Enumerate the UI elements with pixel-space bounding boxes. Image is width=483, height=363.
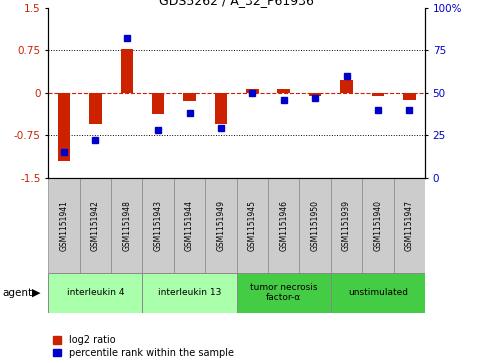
Bar — [205, 178, 237, 273]
Text: GSM1151948: GSM1151948 — [122, 200, 131, 251]
Bar — [268, 178, 299, 273]
Bar — [341, 80, 353, 93]
Bar — [184, 93, 196, 101]
Text: GSM1151949: GSM1151949 — [216, 200, 226, 251]
Bar — [48, 273, 142, 313]
Bar — [80, 178, 111, 273]
Text: GSM1151943: GSM1151943 — [154, 200, 163, 251]
Bar — [152, 93, 164, 114]
Bar — [58, 93, 71, 161]
Text: GSM1151944: GSM1151944 — [185, 200, 194, 251]
Bar — [331, 273, 425, 313]
Legend: log2 ratio, percentile rank within the sample: log2 ratio, percentile rank within the s… — [53, 335, 234, 358]
Bar — [277, 89, 290, 93]
Text: GSM1151941: GSM1151941 — [59, 200, 69, 251]
Bar — [237, 178, 268, 273]
Bar — [121, 49, 133, 93]
Bar — [331, 178, 362, 273]
Text: ▶: ▶ — [32, 288, 41, 298]
Bar — [299, 178, 331, 273]
Bar — [394, 178, 425, 273]
Bar — [89, 93, 102, 124]
Text: GSM1151945: GSM1151945 — [248, 200, 257, 251]
Text: GSM1151946: GSM1151946 — [279, 200, 288, 251]
Bar — [111, 178, 142, 273]
Bar — [246, 89, 259, 93]
Bar — [403, 93, 416, 99]
Text: agent: agent — [2, 288, 32, 298]
Bar — [372, 93, 384, 95]
Text: tumor necrosis
factor-α: tumor necrosis factor-α — [250, 283, 317, 302]
Bar — [309, 93, 322, 95]
Bar — [362, 178, 394, 273]
Text: GSM1151947: GSM1151947 — [405, 200, 414, 251]
Bar — [237, 273, 331, 313]
Text: GSM1151942: GSM1151942 — [91, 200, 100, 251]
Text: GSM1151950: GSM1151950 — [311, 200, 320, 251]
Bar — [214, 93, 227, 124]
Text: interleukin 4: interleukin 4 — [67, 288, 124, 297]
Title: GDS5262 / A_32_P61936: GDS5262 / A_32_P61936 — [159, 0, 314, 7]
Text: unstimulated: unstimulated — [348, 288, 408, 297]
Bar — [48, 178, 80, 273]
Bar — [174, 178, 205, 273]
Text: GSM1151940: GSM1151940 — [373, 200, 383, 251]
Bar — [142, 178, 174, 273]
Bar — [142, 273, 237, 313]
Text: interleukin 13: interleukin 13 — [158, 288, 221, 297]
Text: GSM1151939: GSM1151939 — [342, 200, 351, 251]
